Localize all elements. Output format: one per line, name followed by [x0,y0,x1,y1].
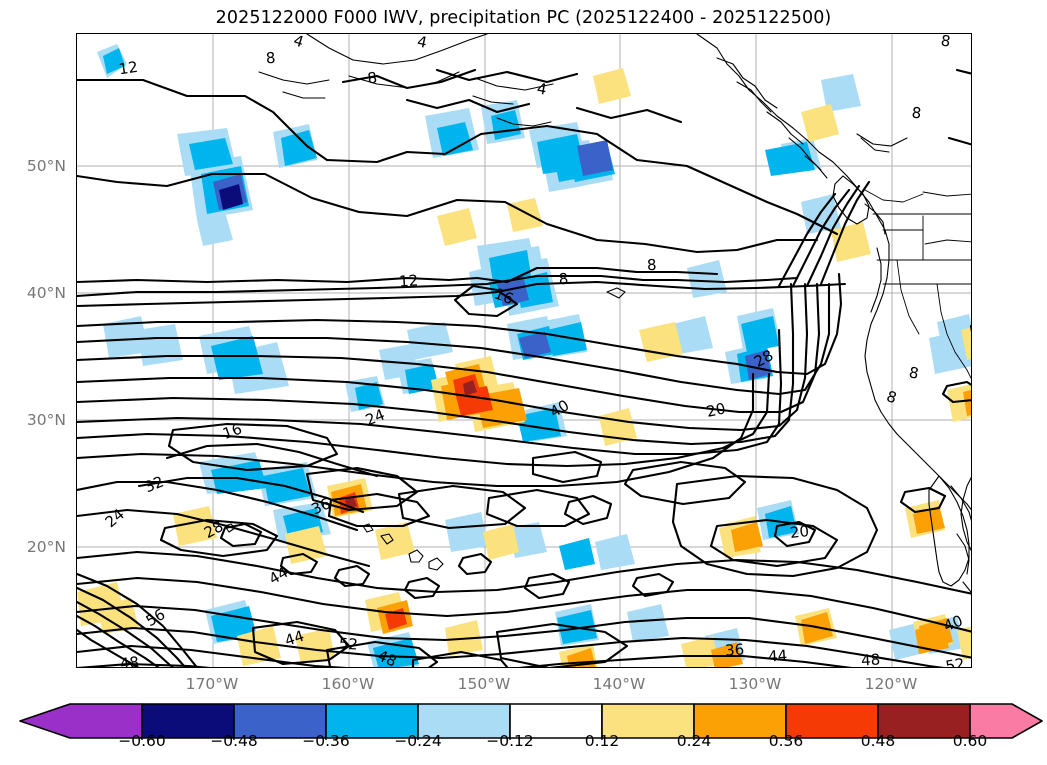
cb-seg-3 [325,703,419,739]
svg-text:32: 32 [142,472,166,496]
cb-tick-label-3: −0.24 [394,732,442,750]
lon-tick-130w: 130°W [728,675,782,693]
svg-text:52: 52 [338,634,358,653]
cb-seg-9 [877,703,971,739]
iwv-contour-layer [77,68,971,667]
svg-text:12: 12 [398,271,418,290]
cb-seg-7 [693,703,787,739]
cb-tick-label-9: 0.60 [952,732,988,750]
svg-text:44: 44 [283,627,307,650]
coastline-layer [224,34,971,595]
svg-text:44: 44 [767,646,787,665]
colorbar[interactable]: −0.60 −0.48 −0.36 −0.24 −0.12 0.12 0.24 … [0,700,1047,765]
svg-text:36: 36 [724,640,744,659]
lon-tick-140w: 140°W [592,675,646,693]
cb-tick-label-0: −0.60 [118,732,166,750]
lon-tick-170w: 170°W [185,675,239,693]
svg-text:8: 8 [558,270,569,289]
page-title: 2025122000 F000 IWV, precipitation PC (2… [215,8,832,28]
svg-text:12: 12 [118,58,139,78]
lon-tick-150w: 150°W [457,675,511,693]
svg-text:4: 4 [291,34,306,51]
map-canvas: 12 4 8 4 4 8 8 8 8 12 16 8 8 8 28 20 24 [77,34,971,668]
svg-text:8: 8 [911,104,922,123]
cb-tick-label-5: 0.12 [584,732,620,750]
svg-text:16: 16 [220,420,244,443]
cb-tick-label-1: −0.48 [210,732,258,750]
svg-text:4: 4 [415,34,428,52]
svg-text:8: 8 [908,363,921,382]
lon-tick-160w: 160°W [321,675,375,693]
svg-text:8: 8 [265,49,276,68]
lat-tick-50n: 50°N [26,157,66,175]
svg-text:20: 20 [705,399,727,421]
svg-text:4: 4 [536,79,549,98]
lat-tick-20n: 20°N [26,538,66,556]
lon-tick-120w: 120°W [864,675,918,693]
svg-text:48: 48 [860,650,880,668]
svg-text:8: 8 [940,34,952,51]
cb-seg-5 [509,703,603,739]
cb-tick-label-6: 0.24 [676,732,712,750]
cb-seg-4 [417,703,511,739]
svg-text:16: 16 [492,284,516,308]
lat-tick-30n: 30°N [26,411,66,429]
cb-seg-over [969,703,1043,739]
svg-text:20: 20 [789,522,810,542]
precip-fill-layer [77,44,971,667]
svg-text:8: 8 [647,256,657,274]
map-plot-area[interactable]: 12 4 8 4 4 8 8 8 8 12 16 8 8 8 28 20 24 [76,33,972,668]
svg-text:52: 52 [944,655,966,668]
svg-text:8: 8 [884,387,899,407]
cb-tick-label-2: −0.36 [302,732,350,750]
cb-seg-6 [601,703,695,739]
cb-tick-label-8: 0.48 [860,732,896,750]
cb-tick-label-7: 0.36 [768,732,804,750]
svg-text:44: 44 [266,563,292,588]
svg-text:24: 24 [102,505,128,531]
lat-tick-40n: 40°N [26,284,66,302]
colorbar-canvas [19,703,1043,740]
svg-text:24: 24 [363,405,387,429]
cb-tick-label-4: −0.12 [486,732,534,750]
svg-text:8: 8 [366,68,378,87]
svg-text:48: 48 [375,646,400,668]
cb-ticks [141,738,971,740]
svg-text:40: 40 [941,611,965,635]
svg-text:48: 48 [119,653,140,668]
